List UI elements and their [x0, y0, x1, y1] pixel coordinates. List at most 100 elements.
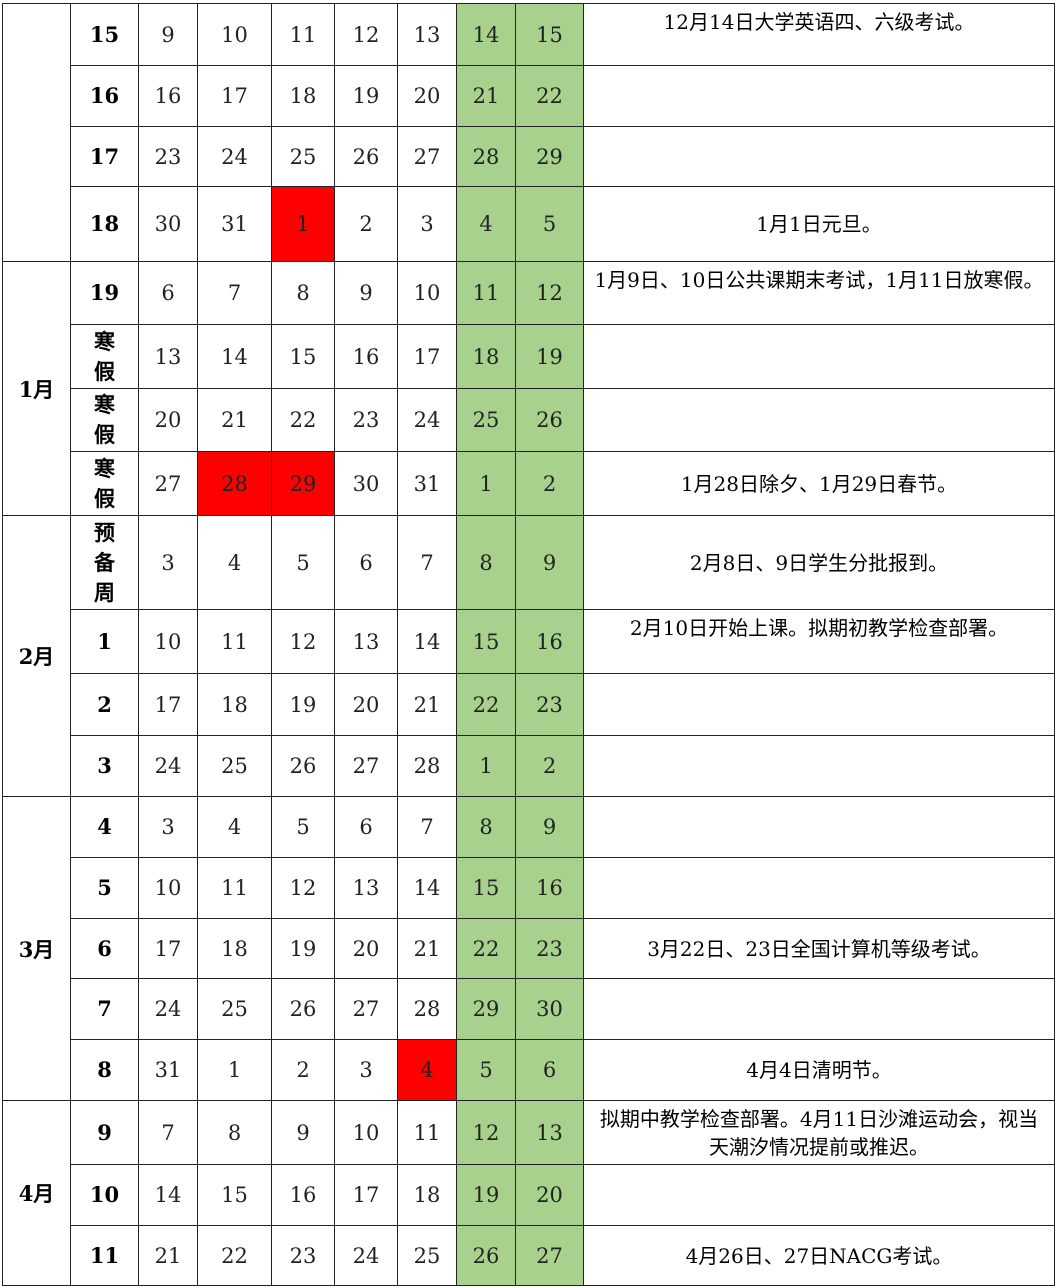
day-cell: 7	[138, 1100, 198, 1165]
day-cell: 14	[397, 857, 457, 919]
weekend-day-cell: 22	[456, 918, 516, 979]
week-number-cell: 19	[70, 261, 139, 325]
week-row: 7 24 25 26 27 28 29 30	[3, 978, 1055, 1040]
note-cell: 1月9日、10日公共课期末考试，1月11日放寒假。	[583, 261, 1055, 325]
week-row: 6 17 18 19 20 21 22 23 3月22日、23日全国计算机等级考试。	[3, 918, 1055, 979]
weekend-day-cell: 16	[515, 857, 584, 919]
month-cell	[2, 3, 71, 262]
day-cell: 26	[334, 126, 398, 187]
weekend-day-cell: 27	[515, 1225, 584, 1286]
note-cell	[583, 1164, 1055, 1226]
month-cell: 2月	[2, 515, 71, 797]
month-cell: 4月	[2, 1100, 71, 1286]
day-cell: 3	[397, 186, 457, 262]
note-cell: 2月10日开始上课。拟期初教学检查部署。	[583, 609, 1055, 674]
note-cell	[583, 65, 1055, 127]
day-cell: 9	[138, 3, 198, 66]
day-cell: 3	[334, 1039, 398, 1101]
month-cell: 1月	[2, 261, 71, 516]
day-cell: 27	[334, 978, 398, 1040]
day-cell: 10	[138, 609, 198, 674]
day-cell: 12	[271, 609, 335, 674]
day-cell: 24	[197, 126, 272, 187]
weekend-day-cell: 13	[515, 1100, 584, 1165]
academic-calendar-table: 15 9 10 11 12 13 14 15 12月14日大学英语四、六级考试。 16 16 17 18…	[2, 3, 1055, 1286]
week-number-cell: 8	[70, 1039, 139, 1101]
day-cell: 22	[271, 388, 335, 452]
week-number-cell: 2	[70, 673, 139, 736]
day-cell: 23	[271, 1225, 335, 1286]
weekend-day-cell: 19	[456, 1164, 516, 1226]
week-number-cell: 15	[70, 3, 139, 66]
weekend-day-cell: 16	[515, 609, 584, 674]
day-cell: 5	[271, 796, 335, 858]
day-cell: 21	[138, 1225, 198, 1286]
day-cell: 27	[334, 735, 398, 797]
weekend-day-cell: 18	[456, 324, 516, 389]
day-cell: 10	[397, 261, 457, 325]
day-cell: 10	[138, 857, 198, 919]
day-cell: 18	[397, 1164, 457, 1226]
day-cell: 24	[334, 1225, 398, 1286]
day-cell: 13	[334, 857, 398, 919]
week-row: 3 24 25 26 27 28 1 2	[3, 735, 1055, 797]
day-cell: 21	[397, 918, 457, 979]
weekend-day-cell: 22	[456, 673, 516, 736]
week-number-cell: 寒假	[70, 324, 139, 389]
day-cell: 14	[397, 609, 457, 674]
day-cell: 16	[138, 65, 198, 127]
weekend-day-cell: 2	[515, 451, 584, 516]
note-cell: 12月14日大学英语四、六级考试。	[583, 3, 1055, 66]
weekend-day-cell: 26	[456, 1225, 516, 1286]
day-cell: 7	[397, 796, 457, 858]
day-cell: 6	[138, 261, 198, 325]
day-cell: 20	[397, 65, 457, 127]
day-cell: 20	[334, 918, 398, 979]
week-number-cell: 16	[70, 65, 139, 127]
week-row: 17 23 24 25 26 27 28 29	[3, 126, 1055, 187]
day-cell: 27	[397, 126, 457, 187]
week-row: 2月 预备周 3 4 5 6 7 8 9 2月8日、9日学生分批报到。	[2, 515, 1055, 797]
note-cell	[583, 796, 1055, 858]
weekend-day-cell: 26	[515, 388, 584, 452]
day-cell: 17	[138, 673, 198, 736]
week-row: 3月 4 3 4 5 6 7 8 9	[2, 796, 1055, 1101]
week-number-cell: 寒假	[70, 451, 139, 516]
weekend-day-cell: 22	[515, 65, 584, 127]
holiday-day-cell: 28	[197, 451, 272, 516]
holiday-day-cell: 4	[397, 1039, 457, 1101]
weekend-day-cell: 29	[515, 126, 584, 187]
day-cell: 24	[138, 735, 198, 797]
day-cell: 13	[334, 609, 398, 674]
day-cell: 19	[334, 65, 398, 127]
note-cell	[583, 388, 1055, 452]
weekend-day-cell: 28	[456, 126, 516, 187]
weekend-day-cell: 15	[515, 3, 584, 66]
weekend-day-cell: 9	[515, 796, 584, 858]
week-number-cell: 3	[70, 735, 139, 797]
note-cell	[583, 126, 1055, 187]
day-cell: 14	[197, 324, 272, 389]
note-cell: 1月28日除夕、1月29日春节。	[583, 451, 1055, 516]
weekend-day-cell: 1	[456, 735, 516, 797]
holiday-day-cell: 1	[271, 186, 335, 262]
week-row: 15 9 10 11 12 13 14 15 12月14日大学英语四、六级考试。	[2, 3, 1055, 262]
note-cell: 4月26日、27日NACG考试。	[583, 1225, 1055, 1286]
day-cell: 11	[271, 3, 335, 66]
day-cell: 5	[271, 515, 335, 610]
week-row: 18 30 31 1 2 3 4 5 1月1日元旦。	[3, 186, 1055, 262]
day-cell: 17	[397, 324, 457, 389]
day-cell: 7	[397, 515, 457, 610]
week-row: 5 10 11 12 13 14 15 16	[3, 857, 1055, 919]
note-cell: 拟期中教学检查部署。4月11日沙滩运动会，视当天潮汐情况提前或推迟。	[583, 1100, 1055, 1165]
week-number-cell: 预备周	[70, 515, 139, 610]
day-cell: 19	[271, 673, 335, 736]
weekend-day-cell: 15	[456, 609, 516, 674]
week-row: 4月 9 7 8 9 10 11 12 13 拟期中教学检查部署。4月11日沙滩运动会，视当天潮汐…	[2, 1100, 1055, 1286]
day-cell: 22	[197, 1225, 272, 1286]
weekend-day-cell: 8	[456, 515, 516, 610]
day-cell: 19	[271, 918, 335, 979]
day-cell: 25	[197, 978, 272, 1040]
day-cell: 16	[334, 324, 398, 389]
day-cell: 30	[334, 451, 398, 516]
